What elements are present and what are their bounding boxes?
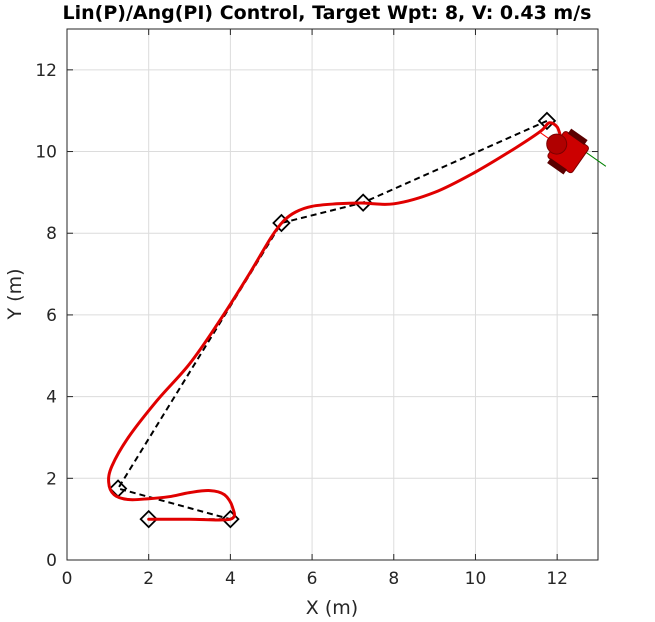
y-tick-label: 6 xyxy=(46,306,57,326)
y-tick-label: 4 xyxy=(46,388,57,408)
waypoint-marker xyxy=(139,509,158,529)
waypoints xyxy=(108,111,557,529)
x-tick-label: 10 xyxy=(465,569,487,589)
axis-ticks xyxy=(66,29,598,561)
x-tick-label: 2 xyxy=(143,569,154,589)
waypoint-marker xyxy=(353,193,373,212)
robot-marker xyxy=(539,128,607,175)
robot-wheel xyxy=(547,158,567,175)
chart-title: Lin(P)/Ang(PI) Control, Target Wpt: 8, V… xyxy=(63,2,592,24)
x-tick-label: 12 xyxy=(546,569,568,589)
robot-body xyxy=(546,128,589,175)
grid xyxy=(66,29,598,561)
trajectory-line xyxy=(107,121,563,522)
x-tick-label: 4 xyxy=(225,569,236,589)
y-tick-label: 8 xyxy=(46,224,57,244)
x-tick-label: 6 xyxy=(307,569,318,589)
x-tick-label: 8 xyxy=(388,569,399,589)
x-tick-label: 0 xyxy=(62,569,73,589)
plot-frame xyxy=(66,28,599,561)
y-tick-label: 2 xyxy=(46,469,57,489)
x-axis-label: X (m) xyxy=(306,597,358,619)
robot-caster xyxy=(546,133,568,155)
y-tick-label: 10 xyxy=(35,143,57,163)
y-tick-label: 0 xyxy=(46,551,57,571)
tick-labels: 0 2 4 6 8 10 12 0 2 4 6 8 10 12 xyxy=(35,61,568,589)
y-tick-label: 12 xyxy=(35,61,57,81)
waypoint-marker xyxy=(272,213,291,233)
waypoint-marker xyxy=(221,509,240,529)
robot-wheel xyxy=(567,128,588,145)
reference-path xyxy=(116,119,548,521)
waypoint-marker xyxy=(537,111,557,131)
y-axis-label: Y (m) xyxy=(4,269,26,321)
